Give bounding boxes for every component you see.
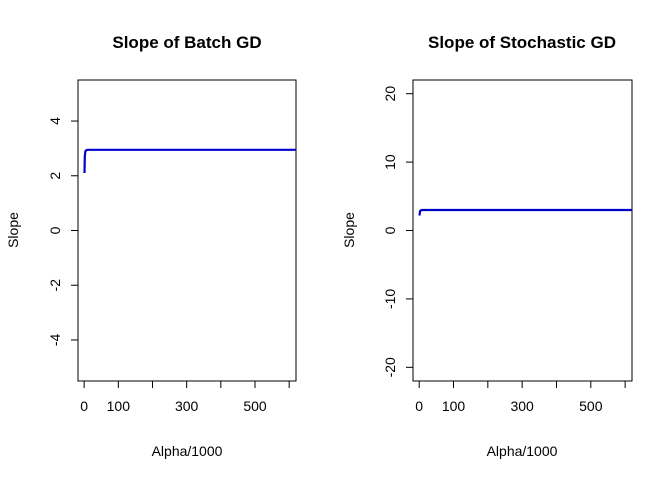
y-tick-label: 2 [47,172,63,180]
y-axis-label: Slope [341,212,357,248]
y-tick-label: 0 [47,226,63,234]
y-tick-label: 0 [382,226,398,234]
x-axis-label: Alpha/1000 [487,443,558,459]
series-line [83,148,296,174]
y-tick-label: 10 [382,154,398,170]
y-tick-label: -10 [382,289,398,309]
panel-stochastic-gd: Slope of Stochastic GD Alpha/1000 Slope … [341,33,633,459]
series [83,148,296,174]
y-tick-label: 20 [382,86,398,102]
y-tick-label: -2 [47,279,63,292]
plot-frame [412,79,633,382]
y-axis: -4 -2 0 2 4 [47,117,79,347]
x-tick-label: 500 [243,398,267,414]
x-tick-label: 0 [80,398,88,414]
panel-batch-gd: Slope of Batch GD Alpha/1000 Slope 0 100 3… [5,33,297,459]
chart-title: Slope of Batch GD [112,33,261,52]
x-axis: 0 100 300 500 [415,380,626,414]
x-tick-label: 300 [510,398,534,414]
y-axis-label: Slope [5,212,21,248]
series [418,208,632,216]
y-tick-label: 4 [47,117,63,125]
x-tick-label: 500 [579,398,603,414]
chart-title: Slope of Stochastic GD [428,33,616,52]
y-axis: -20 -10 0 10 20 [382,86,414,377]
x-tick-label: 100 [442,398,466,414]
x-tick-label: 300 [175,398,199,414]
y-tick-label: -4 [47,334,63,347]
series-line [418,208,632,216]
y-tick-label: -20 [382,357,398,377]
x-tick-label: 100 [107,398,131,414]
x-tick-label: 0 [415,398,423,414]
x-axis-label: Alpha/1000 [152,443,223,459]
plot-frame [77,79,297,382]
x-axis: 0 100 300 500 [80,380,290,414]
